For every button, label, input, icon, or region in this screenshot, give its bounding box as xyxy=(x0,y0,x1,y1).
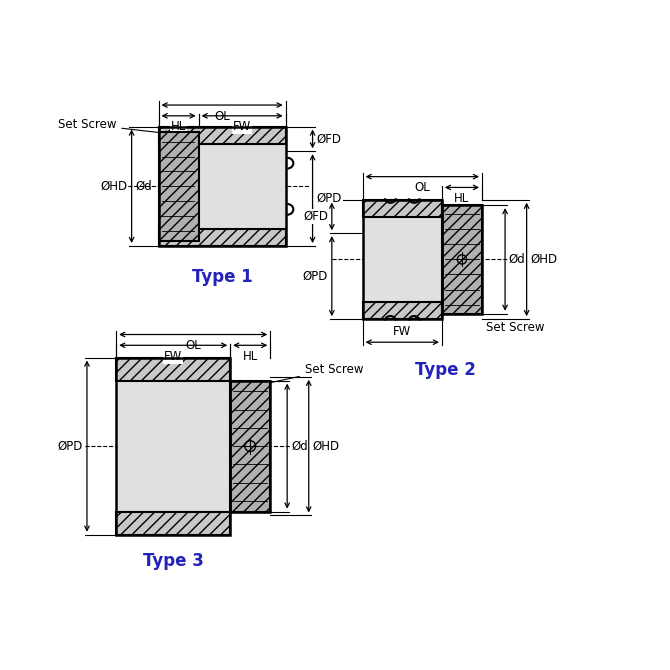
Bar xyxy=(116,512,230,535)
Text: OL: OL xyxy=(186,339,201,352)
Bar xyxy=(230,381,270,512)
Text: ØHD: ØHD xyxy=(531,253,557,266)
Text: ØPD: ØPD xyxy=(316,192,342,205)
Text: Ød: Ød xyxy=(291,440,308,453)
Text: FW: FW xyxy=(393,324,411,338)
Text: ØFD: ØFD xyxy=(316,133,342,145)
Text: Type 2: Type 2 xyxy=(415,361,476,379)
Text: Ød: Ød xyxy=(135,180,152,193)
Text: Ød: Ød xyxy=(509,253,526,266)
Text: ØPD: ØPD xyxy=(303,269,328,283)
Bar xyxy=(159,229,285,246)
Text: ØHD: ØHD xyxy=(100,180,128,193)
Text: Type 3: Type 3 xyxy=(143,551,204,570)
Text: Set Screw: Set Screw xyxy=(254,362,363,387)
Text: FW: FW xyxy=(233,121,251,133)
Text: OL: OL xyxy=(214,110,230,123)
Text: HL: HL xyxy=(454,192,470,205)
Bar xyxy=(442,205,482,314)
Text: OL: OL xyxy=(415,182,430,194)
Text: Set Screw: Set Screw xyxy=(58,118,171,135)
Text: ØPD: ØPD xyxy=(58,440,83,453)
Bar xyxy=(159,143,285,229)
Bar xyxy=(362,200,442,319)
Text: Type 1: Type 1 xyxy=(192,267,253,285)
Bar xyxy=(362,302,442,319)
Bar xyxy=(116,358,230,535)
Bar xyxy=(362,200,442,216)
Bar xyxy=(362,216,442,302)
Bar xyxy=(159,127,285,246)
Text: FW: FW xyxy=(164,350,182,363)
Bar xyxy=(230,381,270,512)
Text: Set Screw: Set Screw xyxy=(486,322,544,334)
Bar xyxy=(442,205,482,314)
Bar xyxy=(159,127,285,143)
Text: HL: HL xyxy=(243,350,258,363)
Text: ØFD: ØFD xyxy=(303,210,328,223)
Bar xyxy=(116,381,230,512)
Bar xyxy=(159,132,198,241)
Text: ØHD: ØHD xyxy=(313,440,340,453)
Bar xyxy=(116,358,230,381)
Text: HL: HL xyxy=(171,121,186,133)
